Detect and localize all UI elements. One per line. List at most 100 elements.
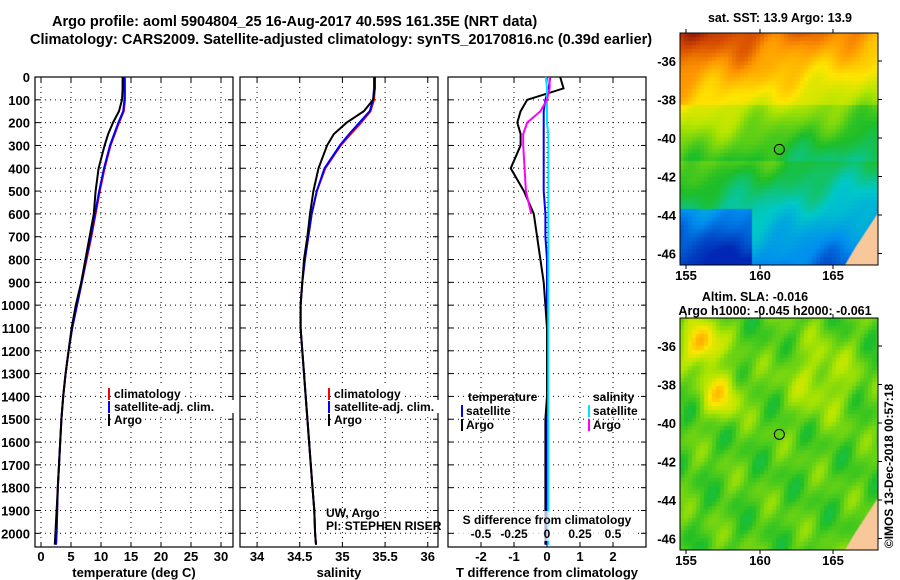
s-axis-bg <box>457 511 637 541</box>
x-tick-label: 0 <box>37 549 44 564</box>
lat-tick-label: -40 <box>657 416 676 431</box>
legend-bg <box>113 387 182 400</box>
legend-bg <box>333 413 358 426</box>
x-axis-label: temperature (deg C) <box>72 565 196 580</box>
depth-tick-label: 300 <box>8 138 30 153</box>
x-tick-label: 10 <box>94 549 108 564</box>
legend-label: climatology <box>114 387 181 401</box>
lat-tick-label: -36 <box>657 339 676 354</box>
series-line-temperature-argo <box>509 76 565 545</box>
s-tick-label: -0.5 <box>471 527 492 541</box>
sla-map-subtitle: Argo h1000: -0.045 h2000: -0.061 <box>678 304 871 318</box>
title-line-2: Climatology: CARS2009. Satellite-adjuste… <box>30 32 652 48</box>
legend-swatch <box>328 388 330 400</box>
depth-tick-label: 500 <box>8 184 30 199</box>
lat-tick-label: -42 <box>657 170 676 185</box>
legend-title: temperature <box>468 390 538 404</box>
depth-tick-label: 100 <box>8 93 30 108</box>
series-line-satellite-adj-clim- <box>55 77 126 545</box>
sst-map <box>680 33 878 265</box>
pi-annotation: PI: STEPHEN RISER <box>326 519 442 533</box>
x-axis-label: T difference from climatology <box>456 565 639 580</box>
legend-swatch <box>461 405 463 417</box>
lat-tick-label: -38 <box>657 378 676 393</box>
legend-label: Argo <box>334 413 362 427</box>
lon-tick-label: 155 <box>675 268 697 283</box>
x-tick-label: 30 <box>214 549 228 564</box>
legend-label: climatology <box>334 387 401 401</box>
legend-label: Argo <box>593 418 621 432</box>
legend-bg <box>113 413 138 426</box>
depth-tick-label: 1300 <box>1 367 30 382</box>
series-line-argo <box>299 77 376 545</box>
lon-tick-label: 165 <box>822 268 844 283</box>
sst-map-title: sat. SST: 13.9 Argo: 13.9 <box>708 11 852 25</box>
legend-bg <box>333 400 457 413</box>
series-line-argo <box>53 77 124 545</box>
legend-swatch <box>461 419 463 431</box>
legend-label: satellite-adj. clim. <box>114 400 214 414</box>
panel-frame <box>34 76 234 548</box>
lat-tick-label: -36 <box>657 54 676 69</box>
map-frame <box>679 32 879 266</box>
depth-tick-label: 900 <box>8 275 30 290</box>
legend-label: satellite-adj. clim. <box>334 400 434 414</box>
x-tick-label: 34.5 <box>287 549 312 564</box>
depth-tick-label: 1700 <box>1 458 30 473</box>
depth-tick-label: 0 <box>23 70 30 85</box>
lon-tick-label: 165 <box>822 553 844 568</box>
x-tick-label: 35.5 <box>372 549 397 564</box>
s-tick-label: 0.25 <box>568 527 592 541</box>
x-tick-label: 5 <box>67 549 74 564</box>
sla-map <box>680 318 878 550</box>
s-axis-label: S difference from climatology <box>463 513 632 527</box>
x-tick-label: 34 <box>250 549 265 564</box>
legend-label: satellite <box>466 404 511 418</box>
legend-swatch <box>108 401 110 413</box>
depth-tick-label: 1100 <box>2 321 30 336</box>
depth-tick-label: 800 <box>8 253 30 268</box>
series-line-climatology <box>55 77 126 545</box>
legend-label: Argo <box>466 418 494 432</box>
legend-label: satellite <box>593 404 638 418</box>
legend-swatch <box>108 414 110 426</box>
sst-map-axes <box>679 29 882 269</box>
lon-tick-label: 160 <box>749 553 771 568</box>
legend-swatch <box>588 419 590 431</box>
legend-label: Argo <box>114 413 142 427</box>
depth-tick-label: 2000 <box>1 526 30 541</box>
series-line-salinity-satellite <box>544 76 550 545</box>
x-tick-label: 20 <box>154 549 168 564</box>
depth-tick-label: 1800 <box>1 481 30 496</box>
x-tick-label: 25 <box>184 549 198 564</box>
lat-tick-label: -44 <box>657 208 677 223</box>
depth-tick-label: 1400 <box>1 389 30 404</box>
x-tick-label: 36 <box>421 549 435 564</box>
legend-swatch <box>588 405 590 417</box>
depth-tick-label: 1000 <box>1 298 30 313</box>
x-tick-label: -1 <box>508 549 520 564</box>
map-frame <box>679 317 879 551</box>
x-tick-label: 15 <box>124 549 138 564</box>
series-line-salinity-argo <box>522 77 551 215</box>
title-line-1: Argo profile: aoml 5904804_25 16-Aug-201… <box>52 14 537 30</box>
x-axis-label: salinity <box>317 565 363 580</box>
lat-tick-label: -38 <box>657 93 676 108</box>
depth-tick-label: 1600 <box>1 435 30 450</box>
difference-panel <box>447 76 647 548</box>
lon-tick-label: 160 <box>749 268 771 283</box>
salinity-panel <box>239 76 457 548</box>
lat-tick-label: -44 <box>657 493 677 508</box>
legend-swatch <box>328 401 330 413</box>
depth-tick-label: 1500 <box>1 412 30 427</box>
temperature-panel <box>34 76 237 548</box>
copyright-text: ©IMOS 13-Dec-2018 00:57:18 <box>882 384 896 549</box>
x-tick-label: 1 <box>576 549 583 564</box>
s-tick-label: 0.5 <box>605 527 622 541</box>
sla-map-title: Altim. SLA: -0.016 <box>702 290 808 304</box>
depth-tick-label: 700 <box>8 230 30 245</box>
argo-float-marker <box>773 143 785 155</box>
lon-tick-label: 155 <box>675 553 697 568</box>
s-tick-label: -0.25 <box>500 527 528 541</box>
argo-float-marker <box>773 428 785 440</box>
